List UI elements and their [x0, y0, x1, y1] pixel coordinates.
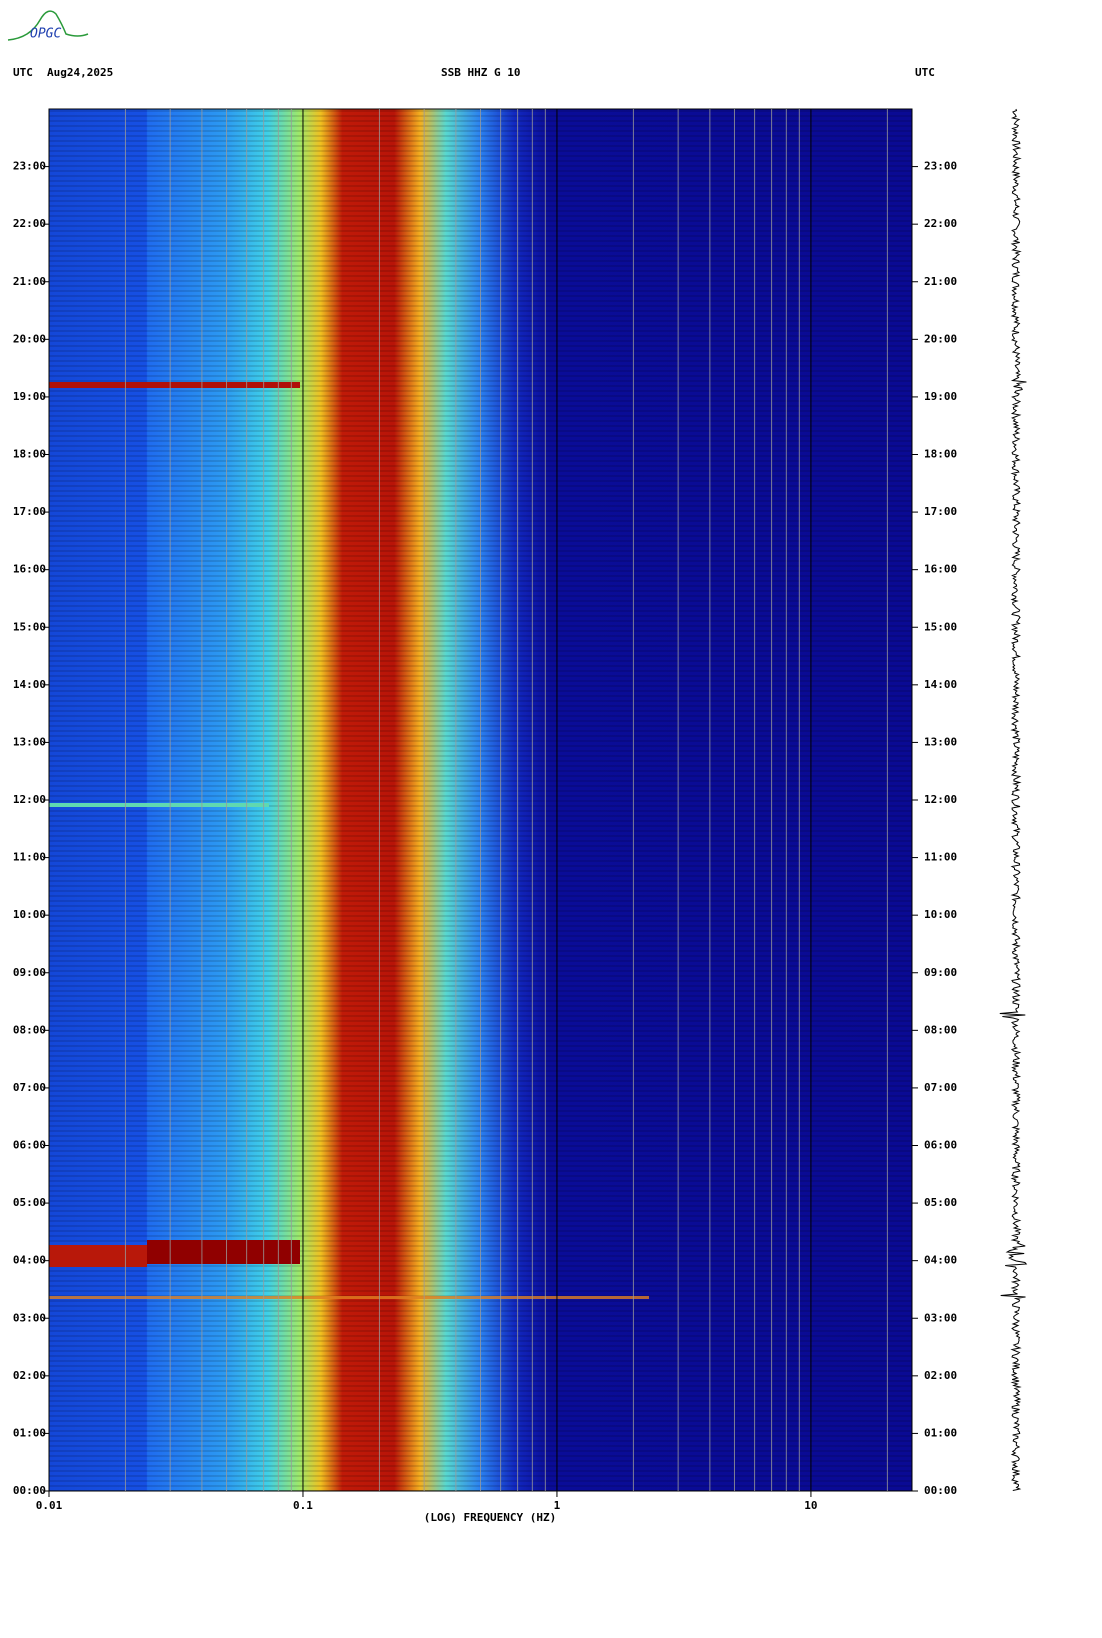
y-tick-label: 05:00	[924, 1196, 957, 1209]
y-tick-label: 07:00	[924, 1081, 957, 1094]
event-band	[49, 1245, 147, 1267]
header-left: UTC	[13, 66, 33, 79]
y-tick-label: 11:00	[924, 851, 957, 864]
y-tick-label: 11:00	[13, 851, 46, 864]
y-tick-label: 19:00	[13, 390, 46, 403]
logo: OPGC	[7, 10, 89, 42]
y-tick-label: 20:00	[924, 332, 957, 345]
y-tick-label: 07:00	[13, 1081, 46, 1094]
y-tick-label: 09:00	[924, 966, 957, 979]
y-tick-label: 15:00	[924, 620, 957, 633]
y-tick-label: 15:00	[13, 620, 46, 633]
logo-text: OPGC	[30, 27, 61, 42]
y-tick-label: 08:00	[13, 1023, 46, 1036]
y-tick-label: 10:00	[13, 908, 46, 921]
y-tick-label: 14:00	[13, 678, 46, 691]
y-tick-label: 18:00	[924, 448, 957, 461]
y-tick-label: 18:00	[13, 448, 46, 461]
y-tick-label: 12:00	[924, 793, 957, 806]
y-tick-label: 17:00	[13, 505, 46, 518]
y-tick-label: 02:00	[924, 1369, 957, 1382]
y-tick-label: 23:00	[13, 160, 46, 173]
event-band	[49, 1296, 649, 1299]
y-tick-label: 22:00	[924, 217, 957, 230]
y-tick-label: 21:00	[924, 275, 957, 288]
x-tick-label: 0.1	[293, 1499, 313, 1512]
y-tick-label: 03:00	[924, 1311, 957, 1324]
header-right: UTC	[915, 66, 935, 79]
y-tick-label: 06:00	[13, 1139, 46, 1152]
y-tick-label: 23:00	[924, 160, 957, 173]
y-tick-label: 01:00	[13, 1426, 46, 1439]
y-tick-label: 13:00	[924, 735, 957, 748]
event-band	[49, 382, 300, 388]
y-tick-label: 20:00	[13, 332, 46, 345]
event-band	[49, 803, 269, 807]
y-tick-label: 16:00	[13, 563, 46, 576]
header-date: Aug24,2025	[47, 66, 113, 79]
y-tick-label: 22:00	[13, 217, 46, 230]
seismogram-trace	[999, 108, 1028, 1491]
x-tick-label: 10	[804, 1499, 817, 1512]
y-tick-label: 16:00	[924, 563, 957, 576]
y-tick-label: 08:00	[924, 1023, 957, 1036]
y-tick-label: 00:00	[13, 1484, 46, 1497]
y-tick-label: 05:00	[13, 1196, 46, 1209]
y-tick-label: 04:00	[924, 1254, 957, 1267]
x-axis-title: (LOG) FREQUENCY (HZ)	[424, 1511, 556, 1524]
x-tick-label: 1	[554, 1499, 561, 1512]
y-tick-label: 02:00	[13, 1369, 46, 1382]
chart-title: SSB HHZ G 10	[441, 66, 520, 79]
event-band	[147, 1240, 300, 1264]
y-tick-label: 04:00	[13, 1254, 46, 1267]
y-tick-label: 19:00	[924, 390, 957, 403]
y-tick-label: 01:00	[924, 1426, 957, 1439]
x-tick-label: 0.01	[36, 1499, 63, 1512]
logo-curve	[7, 10, 89, 41]
y-tick-label: 09:00	[13, 966, 46, 979]
y-tick-label: 14:00	[924, 678, 957, 691]
y-tick-label: 21:00	[13, 275, 46, 288]
y-tick-label: 17:00	[924, 505, 957, 518]
y-tick-label: 03:00	[13, 1311, 46, 1324]
y-tick-label: 06:00	[924, 1139, 957, 1152]
y-tick-label: 13:00	[13, 735, 46, 748]
y-tick-label: 00:00	[924, 1484, 957, 1497]
y-tick-label: 12:00	[13, 793, 46, 806]
y-tick-label: 10:00	[924, 908, 957, 921]
